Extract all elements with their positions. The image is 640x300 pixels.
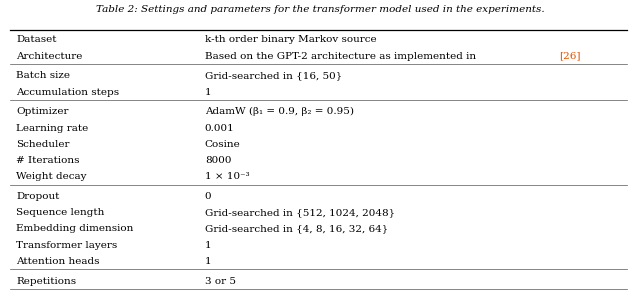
Text: Architecture: Architecture xyxy=(16,52,83,61)
Text: Repetitions: Repetitions xyxy=(16,277,76,286)
Text: Optimizer: Optimizer xyxy=(16,107,68,116)
Text: Grid-searched in {16, 50}: Grid-searched in {16, 50} xyxy=(205,71,342,80)
Text: Scheduler: Scheduler xyxy=(16,140,70,149)
Text: Grid-searched in {4, 8, 16, 32, 64}: Grid-searched in {4, 8, 16, 32, 64} xyxy=(205,224,388,233)
Text: 1 × 10⁻³: 1 × 10⁻³ xyxy=(205,172,250,181)
Text: Embedding dimension: Embedding dimension xyxy=(16,224,133,233)
Text: 3 or 5: 3 or 5 xyxy=(205,277,236,286)
Text: Sequence length: Sequence length xyxy=(16,208,104,217)
Text: 1: 1 xyxy=(205,257,211,266)
Text: Grid-searched in {512, 1024, 2048}: Grid-searched in {512, 1024, 2048} xyxy=(205,208,395,217)
Text: AdamW (β₁ = 0.9, β₂ = 0.95): AdamW (β₁ = 0.9, β₂ = 0.95) xyxy=(205,107,354,116)
Text: Dataset: Dataset xyxy=(16,35,56,44)
Text: 8000: 8000 xyxy=(205,156,231,165)
Text: # Iterations: # Iterations xyxy=(16,156,79,165)
Text: Weight decay: Weight decay xyxy=(16,172,86,181)
Text: 1: 1 xyxy=(205,241,211,250)
Text: Batch size: Batch size xyxy=(16,71,70,80)
Text: Learning rate: Learning rate xyxy=(16,124,88,133)
Text: 1: 1 xyxy=(205,88,211,97)
Text: Cosine: Cosine xyxy=(205,140,241,149)
Text: 0: 0 xyxy=(205,192,211,201)
Text: Attention heads: Attention heads xyxy=(16,257,99,266)
Text: k-th order binary Markov source: k-th order binary Markov source xyxy=(205,35,376,44)
Text: Based on the GPT-2 architecture as implemented in: Based on the GPT-2 architecture as imple… xyxy=(205,52,479,61)
Text: Accumulation steps: Accumulation steps xyxy=(16,88,119,97)
Text: Dropout: Dropout xyxy=(16,192,60,201)
Text: 0.001: 0.001 xyxy=(205,124,234,133)
Text: [26]: [26] xyxy=(559,52,580,61)
Text: Table 2: Settings and parameters for the transformer model used in the experimen: Table 2: Settings and parameters for the… xyxy=(96,4,544,14)
Text: Transformer layers: Transformer layers xyxy=(16,241,117,250)
